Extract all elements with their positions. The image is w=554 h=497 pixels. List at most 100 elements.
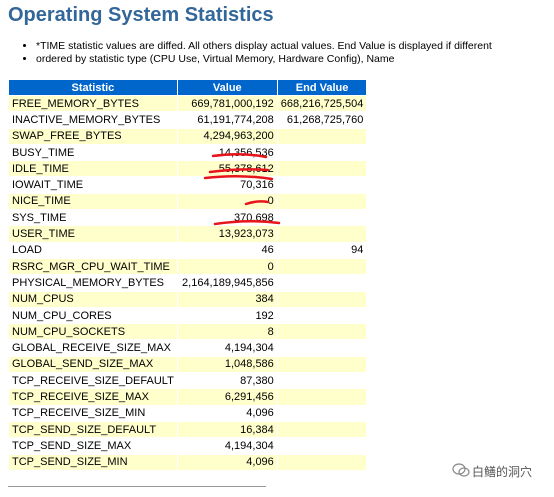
table-row: NUM_CPUS 384 xyxy=(9,291,367,307)
stat-value: 8 xyxy=(177,324,277,340)
table-row: FREE_MEMORY_BYTES 669,781,000,192 668,216,… xyxy=(9,96,367,112)
table-row: PHYSICAL_MEMORY_BYTES 2,164,189,945,856 xyxy=(9,275,366,290)
statistic-name: NUM_CPUS xyxy=(9,291,177,307)
table-row: BUSY_TIME 14,356,536 xyxy=(9,145,366,160)
stat-value xyxy=(278,406,367,421)
statistic-name: LOAD xyxy=(12,244,42,257)
stat-value: 61,268,725,760 xyxy=(286,113,364,126)
statistic-name: NUM_CPU_SOCKETS xyxy=(9,324,177,340)
statistic-name: USER_TIME xyxy=(9,226,177,242)
stat-value xyxy=(277,291,367,307)
statistic-name: GLOBAL_RECEIVE_SIZE_MAX xyxy=(12,342,171,355)
table-row: LOAD 46 94 xyxy=(9,243,366,258)
stat-value: 16,384 xyxy=(177,421,277,438)
stat-value xyxy=(278,145,367,160)
table-row: TCP_RECEIVE_SIZE_MAX 6,291,456 xyxy=(9,389,367,405)
column-header: Value xyxy=(177,80,277,95)
stat-value: 370,698 xyxy=(234,211,274,224)
statistic-name: RSRC_MGR_CPU_WAIT_TIME xyxy=(9,258,177,275)
stat-value: 668,216,725,504 xyxy=(277,96,367,112)
statistic-name: IDLE_TIME xyxy=(9,161,177,177)
statistic-name: TCP_SEND_SIZE_MIN xyxy=(9,454,177,470)
stat-value: 4,096 xyxy=(246,407,274,420)
notes: *TIME statistic values are diffed. All o… xyxy=(22,40,554,66)
note: ordered by statistic type (CPU Use, Virt… xyxy=(36,53,554,66)
stats-table: Statistic Value End Value FREE_MEMORY_BYTES… xyxy=(8,79,367,471)
stat-value: 46 xyxy=(261,244,274,257)
column-header: Statistic xyxy=(9,80,177,95)
stat-value xyxy=(277,128,367,144)
stat-value: 4,294,963,200 xyxy=(177,128,277,144)
stat-value xyxy=(278,177,367,192)
statistic-name: TCP_SEND_SIZE_MAX xyxy=(12,439,132,452)
table-row: TCP_SEND_SIZE_MAX 4,194,304 xyxy=(9,438,366,453)
stat-value xyxy=(277,161,367,177)
stat-value xyxy=(278,308,367,323)
note: *TIME statistic values are diffed. All o… xyxy=(36,40,554,53)
stat-value: 87,380 xyxy=(240,374,274,387)
stat-value xyxy=(278,210,367,225)
stat-value: 0 xyxy=(177,193,277,210)
stat-value: 669,781,000,192 xyxy=(177,96,277,112)
stat-value: 2,164,189,945,856 xyxy=(182,276,274,289)
stat-value: 4,194,304 xyxy=(224,439,274,452)
table-row: NICE_TIME 0 xyxy=(9,193,367,210)
title: Operating System Statistics xyxy=(8,4,274,26)
table-row: INACTIVE_MEMORY_BYTES 61,191,774,208 61,26… xyxy=(9,112,366,127)
stat-value xyxy=(277,226,367,242)
stat-value xyxy=(277,258,367,275)
stat-value: 70,316 xyxy=(240,179,274,192)
stat-value: 55,378,612 xyxy=(177,161,277,177)
stat-value: 61,191,774,208 xyxy=(197,113,274,126)
statistic-name: IOWAIT_TIME xyxy=(12,179,84,192)
table-row: RSRC_MGR_CPU_WAIT_TIME 0 xyxy=(9,258,367,275)
statistic-name: TCP_RECEIVE_SIZE_DEFAULT xyxy=(12,374,174,387)
table-row: NUM_CPU_SOCKETS 8 xyxy=(9,324,367,340)
statistic-name: FREE_MEMORY_BYTES xyxy=(9,96,177,112)
stat-value xyxy=(278,275,367,290)
stat-value: 4,096 xyxy=(177,454,277,470)
column-header: End Value xyxy=(277,80,367,95)
stat-value xyxy=(277,193,367,210)
table-row: IDLE_TIME 55,378,612 xyxy=(9,161,367,177)
table-row: USER_TIME 13,923,073 xyxy=(9,226,367,242)
stat-value: 94 xyxy=(351,244,364,257)
stat-value: 384 xyxy=(177,291,277,307)
stat-value xyxy=(278,438,367,453)
statistic-name: TCP_SEND_SIZE_DEFAULT xyxy=(9,421,177,438)
statistic-name: NICE_TIME xyxy=(9,193,177,210)
table-row: NUM_CPU_CORES 192 xyxy=(9,308,366,323)
stat-value: 0 xyxy=(177,258,277,275)
stat-value: 192 xyxy=(255,309,274,322)
stat-value: 14,356,536 xyxy=(218,146,274,159)
stat-value xyxy=(278,340,367,355)
stat-value xyxy=(277,389,367,405)
stat-value: 13,923,073 xyxy=(177,226,277,242)
stat-value xyxy=(277,421,367,438)
table-row: SWAP_FREE_BYTES 4,294,963,200 xyxy=(9,128,367,144)
statistic-name: SYS_TIME xyxy=(12,211,67,224)
table-row: TCP_SEND_SIZE_MIN 4,096 xyxy=(9,454,367,470)
table-row: TCP_SEND_SIZE_DEFAULT 16,384 xyxy=(9,421,367,438)
stat-value xyxy=(277,324,367,340)
table-row: SYS_TIME 370,698 xyxy=(9,210,366,225)
statistic-name: GLOBAL_SEND_SIZE_MAX xyxy=(9,356,177,373)
table-row: GLOBAL_SEND_SIZE_MAX 1,048,586 xyxy=(9,356,367,373)
stat-value xyxy=(278,373,367,388)
stat-value xyxy=(277,454,367,470)
statistic-name: NUM_CPU_CORES xyxy=(12,309,112,322)
table-row: GLOBAL_RECEIVE_SIZE_MAX 4,194,304 xyxy=(9,340,366,355)
watermark: 白鳝的洞穴 xyxy=(472,465,533,479)
table-row: TCP_RECEIVE_SIZE_DEFAULT 87,380 xyxy=(9,373,366,388)
stat-value: 6,291,456 xyxy=(177,389,277,405)
table-row: IOWAIT_TIME 70,316 xyxy=(9,177,366,192)
divider xyxy=(8,486,266,487)
statistic-name: INACTIVE_MEMORY_BYTES xyxy=(12,113,161,126)
statistic-name: PHYSICAL_MEMORY_BYTES xyxy=(12,276,165,289)
stat-value: 1,048,586 xyxy=(177,356,277,373)
table-row: TCP_RECEIVE_SIZE_MIN 4,096 xyxy=(9,406,366,421)
watermark-icon xyxy=(452,463,470,477)
statistic-name: BUSY_TIME xyxy=(12,146,75,159)
statistic-name: TCP_RECEIVE_SIZE_MIN xyxy=(12,407,146,420)
